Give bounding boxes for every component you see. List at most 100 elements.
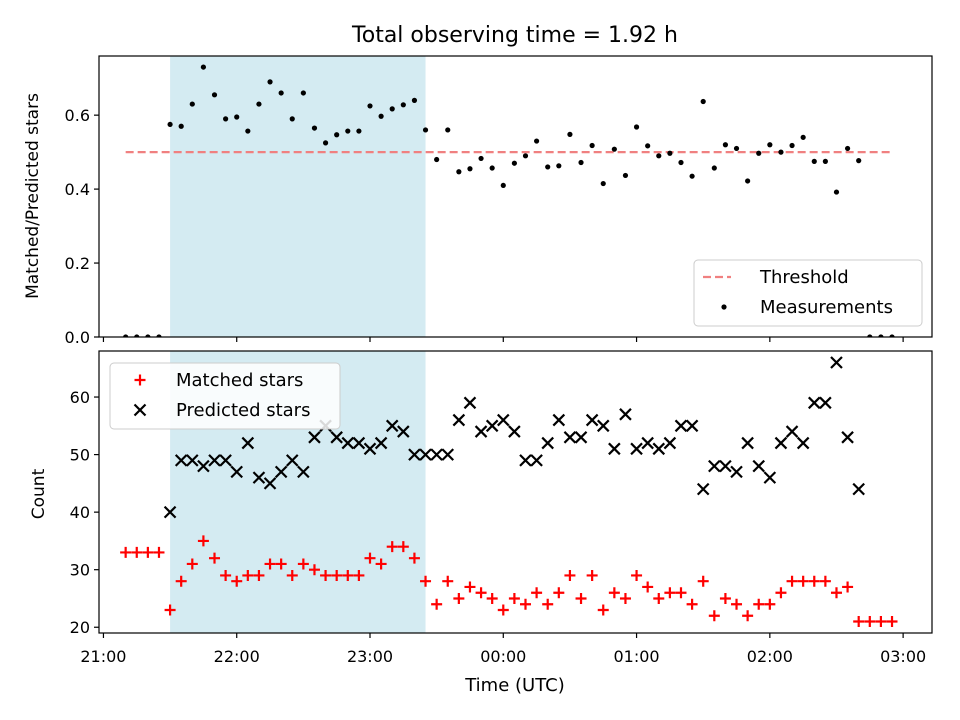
data-point (474, 425, 488, 438)
data-point (285, 454, 299, 467)
data-point (830, 356, 843, 369)
data-point (541, 436, 554, 450)
data-point (256, 101, 262, 107)
data-point (842, 581, 854, 593)
data-point (263, 477, 277, 490)
data-point (542, 598, 554, 610)
data-point (308, 564, 320, 576)
data-point (819, 575, 831, 587)
data-point (278, 90, 284, 96)
data-point (678, 159, 684, 166)
data-point (475, 587, 487, 599)
data-point (844, 145, 851, 152)
data-point (586, 569, 598, 581)
data-point (441, 448, 455, 461)
data-point (211, 92, 218, 98)
data-point (822, 158, 828, 164)
legend-label: Measurements (760, 297, 893, 318)
series-matched-stars (120, 535, 898, 627)
data-point (175, 575, 187, 587)
data-point (464, 581, 476, 593)
x-tick-label: 01:00 (614, 647, 660, 666)
data-point (419, 448, 432, 461)
count-panel: 20 30 40 50 60 Count Matched stars Predicted st… (29, 350, 933, 638)
data-point (652, 442, 666, 456)
ratio-panel: 0.0 0.2 0.4 0.6 Matched/Predicted stars Thres… (23, 55, 933, 347)
data-point (674, 419, 688, 433)
data-point (752, 459, 766, 473)
data-point (367, 103, 373, 109)
y-tick-label: 0.4 (65, 180, 90, 199)
legend: Matched stars Predicted stars (109, 362, 341, 430)
data-point (756, 150, 762, 156)
data-point (630, 442, 643, 456)
data-point (789, 142, 795, 149)
data-point (878, 334, 884, 337)
legend: Threshold Measurements (693, 259, 923, 327)
data-point (767, 142, 773, 148)
y-axis-label: Count (29, 468, 49, 519)
data-point (611, 146, 617, 152)
data-point (186, 558, 198, 570)
data-point (286, 569, 298, 581)
data-point (556, 163, 562, 169)
data-point (663, 436, 677, 450)
series-predicted-stars (163, 356, 865, 519)
data-point (422, 127, 429, 133)
data-point (689, 173, 695, 179)
data-point (719, 459, 732, 473)
data-point (189, 101, 195, 107)
data-point (331, 569, 343, 581)
data-point (156, 334, 162, 337)
data-point (431, 598, 443, 610)
data-point (819, 396, 832, 410)
data-point (700, 98, 706, 105)
data-point (489, 165, 495, 171)
data-point (511, 160, 517, 166)
data-point (400, 102, 406, 108)
data-point (142, 546, 154, 558)
observing-span (170, 56, 426, 337)
data-point (252, 471, 266, 484)
data-point (486, 592, 498, 604)
data-point (589, 142, 595, 149)
data-point (174, 454, 188, 467)
x-axis-label: Time (UTC) (464, 675, 565, 696)
data-point (631, 569, 643, 581)
data-point (697, 575, 709, 587)
data-point (522, 153, 529, 159)
data-point (352, 436, 366, 450)
data-point (297, 465, 310, 479)
data-point (519, 598, 531, 610)
y-tick-label: 40 (70, 503, 90, 522)
data-point (856, 158, 862, 164)
data-point (886, 615, 898, 627)
data-point (363, 442, 377, 456)
data-point (531, 587, 543, 599)
data-point (774, 436, 788, 450)
data-point (545, 164, 551, 170)
data-point (808, 575, 820, 587)
data-point (864, 615, 876, 627)
data-point (452, 413, 466, 427)
data-point (696, 482, 710, 496)
data-point (645, 143, 651, 149)
legend-entry: Threshold (703, 267, 849, 288)
y-tick-label: 0.0 (65, 328, 90, 347)
data-point (463, 396, 477, 410)
data-point (231, 575, 243, 587)
legend-label: Threshold (759, 267, 849, 288)
data-point (330, 431, 343, 444)
data-point (200, 64, 207, 70)
data-point (889, 334, 895, 337)
y-tick-label: 0.6 (65, 106, 90, 125)
data-point (807, 396, 821, 410)
data-point (578, 159, 584, 166)
x-tick-label: 22:00 (214, 647, 260, 666)
data-point (297, 558, 309, 570)
axes-frame (98, 350, 933, 634)
data-point (353, 569, 365, 581)
data-point (408, 552, 420, 564)
data-point (430, 448, 443, 461)
data-point (308, 431, 321, 444)
